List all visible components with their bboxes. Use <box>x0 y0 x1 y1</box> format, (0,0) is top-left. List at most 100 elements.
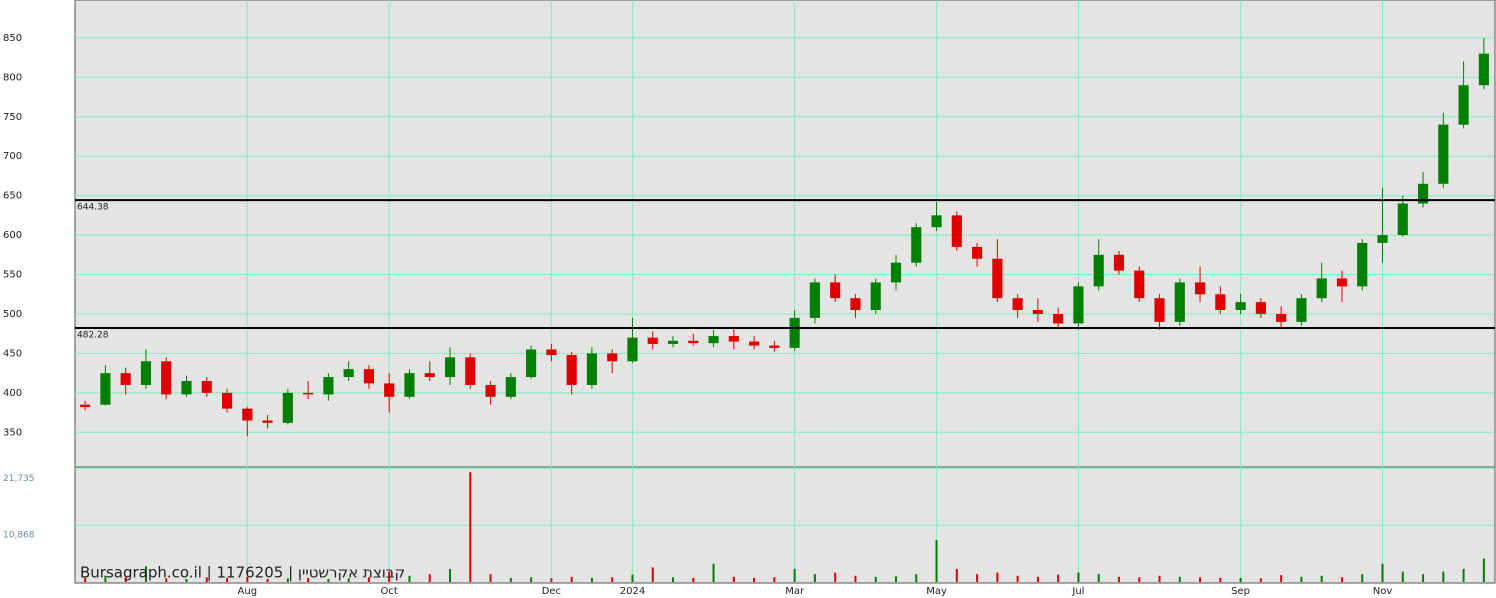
volume-bar <box>854 575 857 582</box>
volume-bar <box>1462 568 1465 582</box>
volume-bar <box>1097 574 1100 582</box>
volume-bar <box>185 578 188 582</box>
volume-bar <box>246 576 249 582</box>
candle-body <box>992 258 1003 299</box>
y-tick-label: 700 <box>3 151 22 162</box>
candle-body <box>667 340 679 344</box>
candle-body <box>809 282 820 318</box>
volume-bar <box>489 574 492 582</box>
candle-body <box>1316 278 1327 299</box>
volume-bar <box>773 577 776 582</box>
volume-bar <box>144 566 147 582</box>
candle-body <box>728 336 739 342</box>
volume-bar <box>651 567 654 582</box>
candle-body <box>1377 235 1388 243</box>
volume-bar <box>1219 577 1222 582</box>
volume-bar <box>1381 563 1384 582</box>
x-tick-label: Aug <box>238 586 258 597</box>
volume-bar <box>712 563 715 582</box>
volume-bar <box>286 578 289 582</box>
volume-bar <box>1320 575 1323 582</box>
volume-bar <box>388 571 391 582</box>
volume-bar <box>611 577 614 582</box>
x-tick-label: Nov <box>1373 586 1393 597</box>
candle-body <box>1458 85 1469 125</box>
candle-body <box>566 354 577 385</box>
candle-body <box>282 392 293 423</box>
volume-bar <box>894 576 897 582</box>
volume-bar <box>955 568 958 582</box>
candle-body <box>769 345 780 348</box>
y-tick-label: 500 <box>3 309 22 320</box>
level-label: 644.38 <box>77 203 109 213</box>
candle-body <box>1296 298 1307 322</box>
candle-body <box>343 369 354 378</box>
credit: Bursagraph.co.il | 1176205 | קבוצת אקרשט… <box>80 564 405 582</box>
volume-bar <box>1442 571 1445 582</box>
x-tick-label: Jul <box>1071 586 1084 597</box>
x-tick-label: Mar <box>785 586 805 597</box>
volume-bar <box>1422 574 1425 582</box>
volume-bar <box>1117 576 1120 582</box>
volume-bar <box>1239 577 1242 582</box>
volume-bar <box>449 568 452 582</box>
volume-bar <box>550 578 553 582</box>
volume-bar <box>327 578 330 582</box>
volume-bar <box>732 576 735 582</box>
candle-body <box>749 341 760 346</box>
candle-body <box>161 361 172 395</box>
volume-bar <box>1259 578 1262 582</box>
candle-body <box>120 373 131 385</box>
volume-bar <box>1077 572 1080 582</box>
volume-bar <box>1482 558 1485 582</box>
candle-body <box>1194 282 1206 295</box>
candle-body <box>323 377 334 395</box>
candle-body <box>242 408 253 421</box>
volume-bar <box>205 577 208 582</box>
volume-bar <box>793 568 796 582</box>
volume-bar <box>408 575 411 582</box>
volume-bar <box>1340 577 1343 582</box>
x-tick-label: 2024 <box>620 586 645 597</box>
candle-body <box>1154 298 1165 322</box>
volume-bar <box>834 572 837 582</box>
candle-body <box>485 384 496 397</box>
volume-bar <box>976 574 979 582</box>
volume-bar <box>226 577 229 582</box>
volume-bar <box>266 578 269 582</box>
candle-body <box>688 340 699 344</box>
candle-body <box>1478 53 1489 86</box>
candle-body <box>911 227 922 263</box>
candle-body <box>262 420 273 423</box>
volume-bar <box>428 574 431 582</box>
candle-body <box>951 215 962 247</box>
candle-body <box>1397 203 1408 236</box>
candle-body <box>890 262 902 283</box>
candle-body <box>870 282 881 311</box>
candle-body <box>140 361 152 385</box>
volume-bar <box>1036 576 1039 582</box>
volume-bar <box>1158 575 1161 582</box>
candle-body <box>789 317 800 348</box>
candle-body <box>424 373 435 378</box>
volume-bar <box>1178 576 1181 582</box>
volume-bar <box>347 578 350 582</box>
y-tick-label: 550 <box>3 270 22 281</box>
plot-background <box>74 0 1496 584</box>
volume-bar <box>813 574 816 582</box>
level-label: 482.28 <box>77 330 109 340</box>
candle-body <box>830 282 841 299</box>
volume-bar <box>672 577 675 582</box>
volume-bar <box>1016 575 1019 582</box>
volume-tick-label: 21,735 <box>3 474 35 484</box>
candle-body <box>303 392 314 395</box>
x-tick-label: Sep <box>1231 586 1250 597</box>
candle-body <box>526 349 537 378</box>
candle-body <box>1417 183 1429 204</box>
volume-bar <box>469 472 472 582</box>
candle-body <box>363 369 375 384</box>
x-tick-label: Dec <box>542 586 561 597</box>
candle-body <box>1255 302 1266 314</box>
candle-body <box>1093 254 1104 287</box>
